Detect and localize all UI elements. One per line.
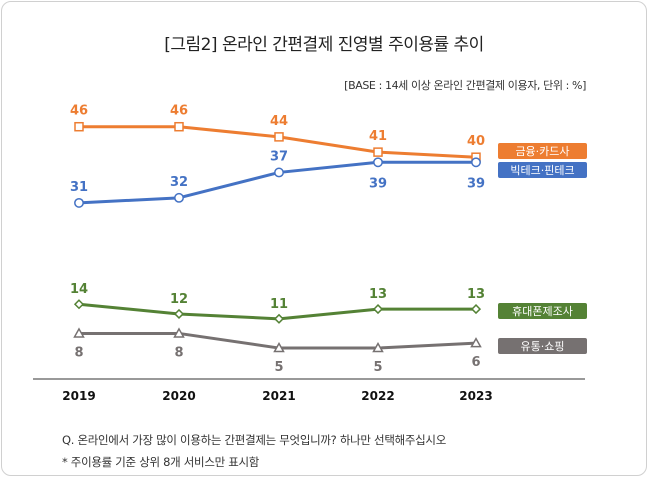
data-label: 32 — [170, 175, 188, 190]
base-note: [BASE : 14세 이상 온라인 간편결제 이용자, 단위 : %] — [344, 79, 586, 92]
data-point — [470, 304, 482, 315]
data-label: 5 — [373, 360, 382, 375]
data-label: 8 — [74, 345, 83, 360]
data-label: 6 — [471, 355, 480, 370]
series-1: 46 46 44 41 40 금융·카드사 — [70, 104, 587, 162]
data-label: 40 — [467, 134, 485, 149]
legend-label: 유통·쇼핑 — [521, 340, 565, 353]
x-tick-label: 2021 — [262, 389, 295, 403]
data-label: 39 — [467, 176, 485, 191]
data-label: 13 — [467, 287, 485, 302]
series-4: 8 8 5 5 6 유통·쇼핑 — [73, 327, 587, 375]
data-label: 14 — [70, 282, 88, 297]
data-point — [273, 313, 285, 324]
legend-tag — [498, 162, 587, 178]
data-point — [74, 197, 84, 208]
data-point — [372, 304, 384, 315]
series-2: 31 32 37 39 39 빅테크·핀테크 — [70, 149, 587, 208]
data-point — [73, 327, 85, 338]
data-label: 11 — [270, 297, 288, 312]
data-point — [174, 192, 184, 203]
footnote: * 주이용률 기준 상위 8개 서비스만 표시함 — [62, 455, 260, 469]
data-label: 8 — [174, 345, 183, 360]
data-label: 39 — [369, 176, 387, 191]
data-label: 5 — [274, 360, 283, 375]
data-point — [274, 132, 284, 142]
data-point — [373, 147, 383, 157]
data-label: 41 — [369, 129, 387, 144]
legend-tag — [498, 143, 587, 159]
survey-question: Q. 온라인에서 가장 많이 이용하는 간편결제는 무엇입니까? 하나만 선택해… — [62, 433, 446, 447]
data-label: 12 — [170, 292, 188, 307]
x-tick-label: 2022 — [361, 389, 394, 403]
series-3: 14 12 11 13 13 휴대폰제조사 — [70, 282, 587, 324]
x-tick-label: 2020 — [162, 389, 195, 403]
data-point — [373, 157, 383, 168]
legend-label: 휴대폰제조사 — [512, 305, 573, 318]
data-point — [274, 167, 284, 178]
legend-tag — [498, 303, 587, 319]
data-label: 13 — [369, 287, 387, 302]
data-label: 46 — [70, 104, 88, 119]
x-tick-label: 2023 — [459, 389, 492, 403]
data-label: 44 — [270, 114, 288, 129]
data-label: 46 — [170, 104, 188, 119]
chart-title: [그림2] 온라인 간편결제 진영별 주이용률 추이 — [164, 35, 484, 55]
data-point — [73, 299, 85, 310]
data-point — [471, 157, 481, 168]
data-point — [74, 121, 84, 132]
legend-label: 금융·카드사 — [515, 145, 569, 158]
data-point — [173, 308, 185, 320]
data-point — [470, 337, 482, 348]
data-point — [173, 327, 185, 338]
data-point — [372, 342, 384, 353]
data-label: 31 — [70, 180, 88, 195]
data-label: 37 — [270, 149, 288, 164]
legend-tag — [498, 338, 587, 354]
data-point — [273, 342, 285, 353]
data-point — [174, 121, 184, 132]
x-tick-label: 2019 — [62, 389, 95, 403]
legend-label: 빅테크·핀테크 — [510, 164, 574, 177]
